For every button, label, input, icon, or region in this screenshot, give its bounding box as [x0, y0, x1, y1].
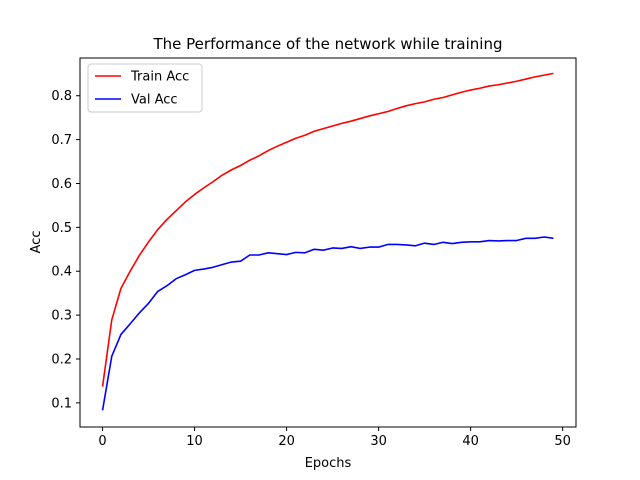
plot-frame [79, 57, 577, 428]
chart-title: The Performance of the network while tra… [153, 35, 503, 53]
y-axis: 0.1 0.2 0.3 0.4 0.5 0.6 0.7 0.8 [51, 89, 80, 411]
x-tick-label: 40 [462, 434, 479, 449]
y-tick-label: 0.6 [51, 177, 72, 192]
legend: Train Acc Val Acc [87, 63, 203, 113]
y-tick-label: 0.4 [51, 265, 72, 280]
x-tick-label: 50 [554, 434, 571, 449]
x-tick-label: 10 [186, 434, 203, 449]
x-tick-label: 20 [278, 434, 295, 449]
y-tick-label: 0.2 [51, 352, 72, 367]
y-tick-label: 0.5 [51, 221, 72, 236]
y-tick-label: 0.1 [51, 396, 72, 411]
x-tick-label: 0 [98, 434, 106, 449]
series-lines [101, 72, 554, 411]
x-axis: 0 10 20 30 40 50 [98, 427, 571, 449]
x-tick-label: 30 [370, 434, 387, 449]
y-tick-label: 0.8 [51, 89, 72, 104]
series-line-train-acc [101, 72, 554, 387]
legend-label-val-acc: Val Acc [131, 93, 178, 108]
y-axis-label: Acc [29, 231, 44, 254]
series-line-val-acc [101, 236, 554, 411]
y-tick-label: 0.3 [51, 309, 72, 324]
y-tick-label: 0.7 [51, 133, 72, 148]
legend-label-train-acc: Train Acc [130, 70, 189, 85]
x-axis-label: Epochs [305, 456, 352, 471]
plot-area: 0 10 20 30 40 50 0.1 0.2 0.3 0.4 0.5 0.6 0.7 0.8 [51, 57, 577, 449]
